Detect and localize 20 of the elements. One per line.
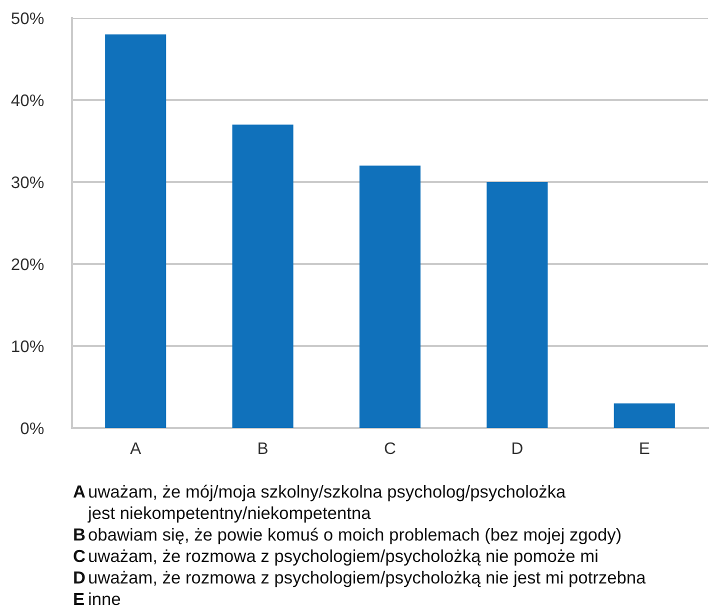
text: B obawiam się, że powie komuś o moich problemach (bez mojej zgody) [74, 528, 621, 544]
bar [105, 34, 166, 428]
x-tick-label: E [640, 442, 650, 454]
text: E inne [74, 592, 120, 606]
x-tick-label: B [258, 442, 268, 454]
x-tick-label: A [130, 442, 142, 454]
y-tick-label: 20% [12, 258, 44, 270]
bar [486, 182, 548, 428]
y-tick-label: 30% [12, 176, 44, 188]
y-tick-label: 40% [11, 94, 44, 106]
y-tick-label: 50% [12, 12, 44, 24]
y-tick-label: 10% [12, 340, 44, 352]
y-tick-label: 0% [20, 422, 44, 434]
text: C uważam, że rozmowa z psychologiem/psycholożką nie pomoże mi [74, 549, 598, 566]
bar [232, 124, 294, 428]
x-tick-label: D [512, 442, 522, 454]
text: D uważam, że rozmowa z psychologiem/psycholożką nie jest mi potrzebna [74, 570, 646, 588]
bar [614, 403, 675, 428]
bar [359, 166, 421, 428]
x-tick-label: C [384, 442, 396, 454]
